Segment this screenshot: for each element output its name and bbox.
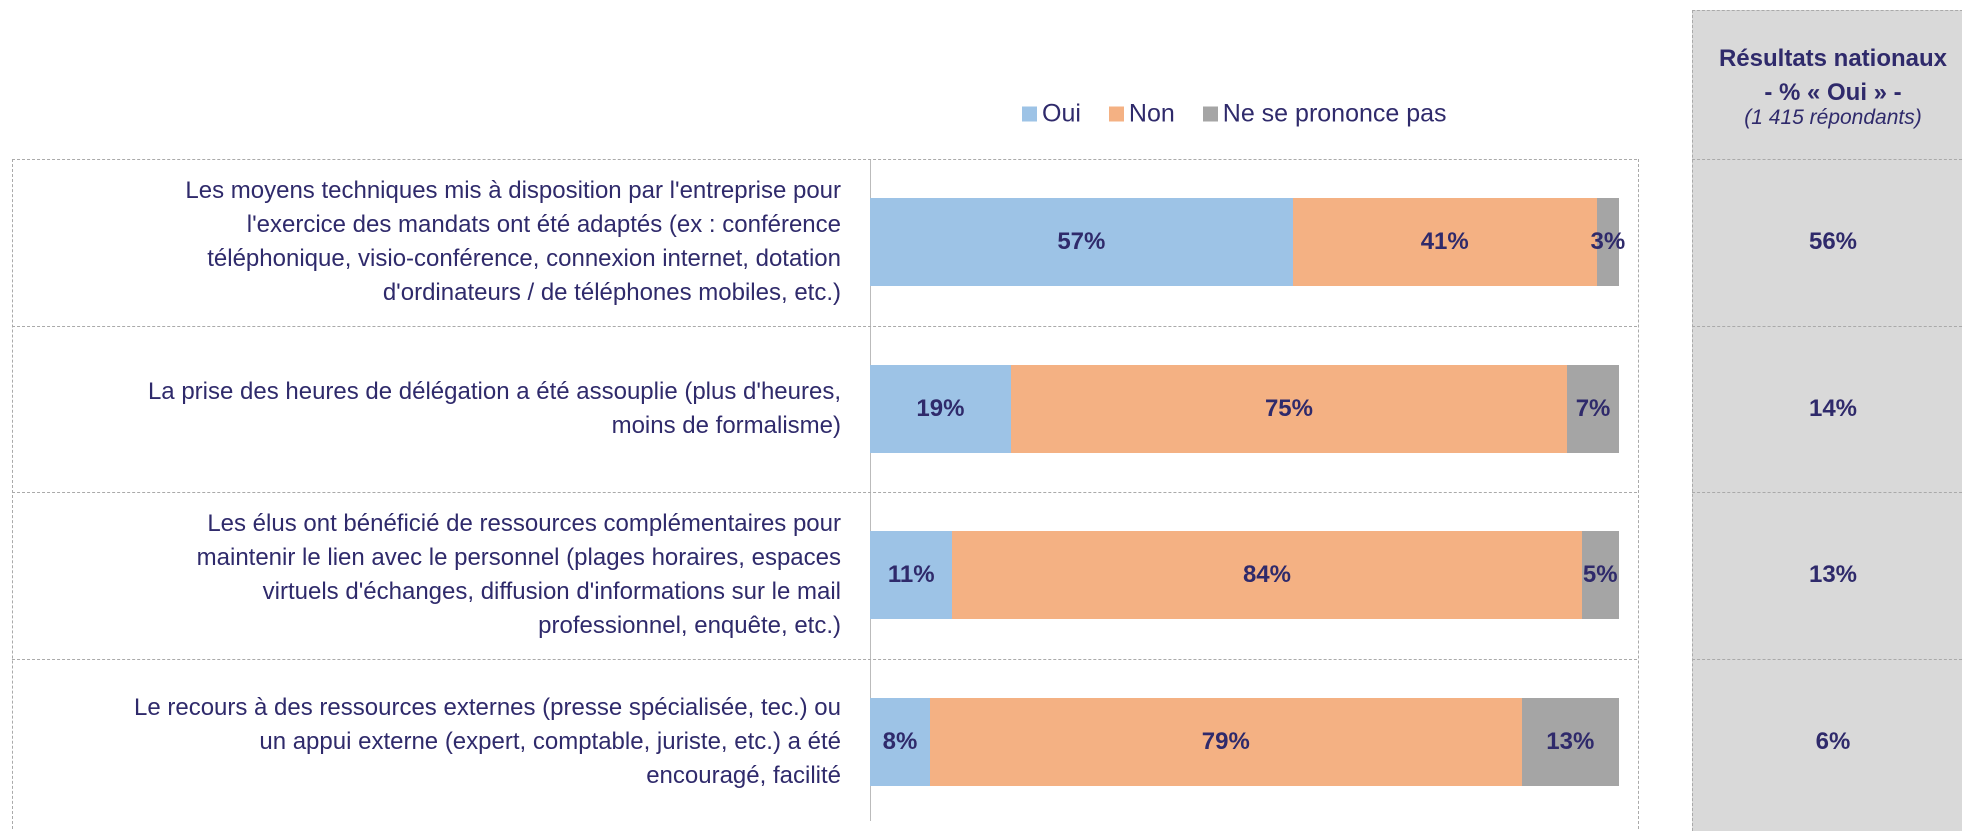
legend-swatch: [1202, 106, 1218, 122]
national-separator: [1692, 492, 1962, 493]
data-label: 75%: [1264, 394, 1314, 422]
category-label: La prise des heures de délégation a été …: [147, 377, 841, 439]
chart-frame: [12, 159, 1639, 829]
category-label: Le recours à des ressources externes (pr…: [133, 693, 841, 789]
data-label: 19%: [916, 394, 965, 422]
legend-swatch: [1022, 106, 1037, 122]
bar-segment: [1581, 531, 1619, 620]
legend-item: Ne se prononce pas: [1202, 99, 1447, 129]
national-separator: [1692, 159, 1962, 160]
national-title: Résultats nationaux - % « Oui » -: [1718, 45, 1948, 106]
data-label: 3%: [1590, 228, 1626, 256]
row-separator: [12, 325, 1637, 327]
bar-segment: [1292, 198, 1597, 287]
national-value: 13%: [1808, 561, 1858, 589]
category-label: Les élus ont bénéficié de ressources com…: [196, 510, 841, 640]
national-separator: [1692, 325, 1962, 327]
legend-label: Oui: [1042, 99, 1081, 128]
data-label: 5%: [1582, 561, 1618, 589]
bar-segment: [870, 198, 1293, 287]
row-separator: [12, 159, 1637, 160]
data-label: 7%: [1575, 394, 1611, 422]
row-separator: [12, 492, 1637, 493]
national-separator: [1692, 658, 1962, 660]
bar-segment: [870, 531, 953, 620]
bar-segment: [1010, 364, 1568, 453]
bar-segment: [870, 364, 1011, 453]
category-label: Les moyens techniques mis à disposition …: [185, 177, 841, 307]
legend-item: Non: [1108, 99, 1175, 129]
data-label: 84%: [1242, 561, 1291, 589]
legend-item: Oui: [1022, 100, 1081, 129]
bar-segment: [870, 697, 930, 786]
legend-label: Ne se prononce pas: [1222, 99, 1447, 128]
national-value: 56%: [1808, 228, 1858, 256]
bar-segment: [1567, 364, 1619, 453]
legend-label: Non: [1128, 99, 1175, 128]
data-label: 79%: [1201, 727, 1250, 755]
bar-segment: [952, 531, 1582, 620]
national-value: 14%: [1808, 394, 1858, 422]
national-subtitle: (1 415 répondants): [1744, 106, 1922, 129]
national-value: 6%: [1815, 727, 1851, 755]
data-label: 11%: [887, 561, 935, 589]
axis-line: [870, 159, 871, 821]
national-panel: [1692, 10, 1962, 831]
data-label: 57%: [1057, 228, 1106, 256]
bar-segment: [1596, 198, 1619, 287]
bar-segment: [929, 697, 1522, 786]
row-separator: [12, 658, 1637, 660]
data-label: 13%: [1546, 727, 1595, 755]
data-label: 8%: [882, 727, 918, 755]
legend-swatch: [1108, 106, 1124, 122]
data-label: 41%: [1420, 228, 1469, 256]
bar-segment: [1521, 697, 1619, 786]
